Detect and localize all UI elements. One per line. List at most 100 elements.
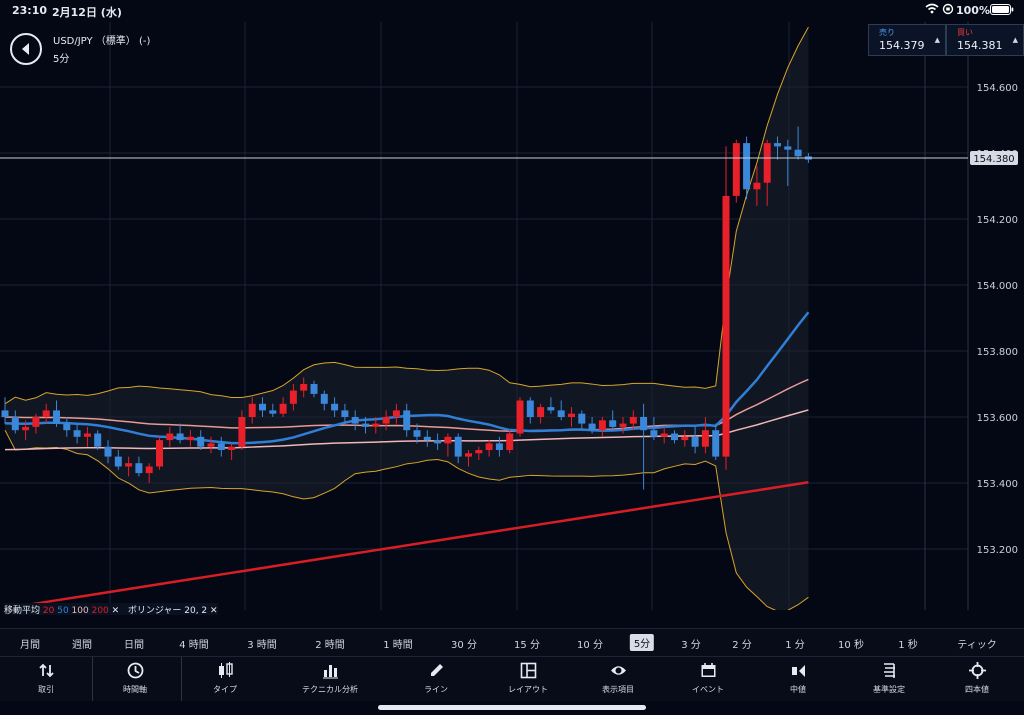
candle-body bbox=[238, 417, 246, 447]
timeframe-9[interactable]: 10 分 bbox=[577, 640, 603, 651]
back-arrow-icon bbox=[22, 43, 29, 55]
candle-body bbox=[94, 433, 102, 447]
candle-body bbox=[341, 410, 349, 417]
toolbar-label: 基準設定 bbox=[873, 685, 905, 694]
timeframe-12[interactable]: 2 分 bbox=[732, 640, 752, 651]
toolbar-label: 時間軸 bbox=[123, 685, 147, 694]
timeframe-7[interactable]: 30 分 bbox=[451, 640, 477, 651]
timeframe-8[interactable]: 15 分 bbox=[514, 640, 540, 651]
candle-body bbox=[784, 146, 792, 150]
candle-body bbox=[619, 423, 627, 427]
price-chart[interactable]: 154.600154.400154.200154.000153.800153.6… bbox=[0, 20, 1024, 610]
toolbar-item-8[interactable]: 中値 bbox=[758, 657, 838, 701]
timeframe-14[interactable]: 10 秒 bbox=[838, 640, 864, 651]
candle-body bbox=[228, 446, 236, 450]
toolbar-label: 中値 bbox=[790, 685, 806, 694]
clock-icon bbox=[95, 662, 175, 684]
candle-body bbox=[83, 433, 91, 437]
timeframe-15[interactable]: 1 秒 bbox=[898, 640, 918, 651]
candle-body bbox=[743, 143, 751, 190]
instrument-mode: （標準） bbox=[95, 36, 136, 47]
timeframe-2[interactable]: 日間 bbox=[124, 640, 144, 651]
timeframe-11[interactable]: 3 分 bbox=[681, 640, 701, 651]
candle-body bbox=[320, 393, 328, 404]
candle-body bbox=[609, 420, 617, 427]
toolbar-item-1[interactable]: 時間軸 bbox=[95, 657, 175, 701]
candle-body bbox=[403, 410, 411, 431]
candle-body bbox=[197, 436, 205, 447]
toolbar-item-3[interactable]: テクニカル分析 bbox=[290, 657, 370, 701]
candle-body bbox=[42, 410, 50, 417]
timeframe-1[interactable]: 週間 bbox=[72, 640, 92, 651]
battery-percent: 100% bbox=[956, 4, 990, 17]
price-tick-label: 154.600 bbox=[977, 83, 1018, 94]
candle-body bbox=[207, 443, 215, 447]
remove-bb-icon[interactable]: ✕ bbox=[210, 606, 218, 616]
toolbar-item-9[interactable]: 基準設定 bbox=[849, 657, 929, 701]
timeframe-3[interactable]: 4 時間 bbox=[179, 640, 209, 651]
timeframe-0[interactable]: 月間 bbox=[20, 640, 40, 651]
candle-body bbox=[53, 410, 60, 424]
back-button[interactable] bbox=[10, 33, 42, 65]
toolbar-item-7[interactable]: イベント bbox=[668, 657, 748, 701]
candle-body bbox=[310, 384, 318, 394]
instrument-flag: (-) bbox=[138, 36, 151, 47]
candle-body bbox=[217, 443, 225, 450]
remove-ma-icon[interactable]: ✕ bbox=[111, 606, 120, 616]
candle-body bbox=[794, 149, 802, 157]
candle-body bbox=[382, 417, 390, 424]
sell-price: 154.379 bbox=[879, 39, 925, 52]
price-tick-label: 153.200 bbox=[977, 545, 1018, 556]
toolbar-label: 四本値 bbox=[965, 685, 989, 694]
toolbar-item-0[interactable]: 取引 bbox=[6, 657, 86, 701]
candle-body bbox=[465, 453, 472, 457]
candle-body bbox=[186, 436, 194, 441]
toolbar-item-5[interactable]: レイアウト bbox=[488, 657, 568, 701]
timeframe-10[interactable]: 5分 bbox=[629, 634, 655, 651]
candle-body bbox=[495, 443, 503, 450]
buy-quote-button[interactable]: 買い 154.381 ▲ bbox=[946, 24, 1024, 56]
candle-body bbox=[691, 436, 699, 447]
candle-body bbox=[547, 407, 555, 411]
ma-period-20: 20 bbox=[42, 606, 55, 616]
timeframe-6[interactable]: 1 時間 bbox=[383, 640, 413, 651]
price-tick-label: 154.000 bbox=[977, 281, 1018, 292]
toolbar-label: ライン bbox=[424, 685, 448, 694]
current-price-tag bbox=[970, 151, 1018, 165]
candle-body bbox=[423, 436, 431, 441]
toolbar-item-4[interactable]: ライン bbox=[396, 657, 476, 701]
candle-body bbox=[73, 430, 81, 437]
candle-body bbox=[557, 410, 565, 417]
timeframe-13[interactable]: 1 分 bbox=[785, 640, 805, 651]
candle-body bbox=[774, 143, 781, 147]
candle-body bbox=[681, 436, 689, 441]
timeframe-16[interactable]: ティック bbox=[957, 640, 997, 651]
status-bar: 23:10 2月12日 (水) 100% bbox=[0, 0, 1024, 20]
candle-icon bbox=[185, 662, 265, 684]
candle-body bbox=[392, 410, 400, 417]
sell-quote-button[interactable]: 売り 154.379 ▲ bbox=[868, 24, 946, 56]
instrument-symbol: USD/JPY bbox=[53, 36, 93, 47]
bollinger-lower bbox=[4, 429, 809, 610]
battery-icon bbox=[990, 4, 1014, 18]
candle-body bbox=[526, 400, 534, 417]
triangle-up-icon: ▲ bbox=[1012, 36, 1018, 44]
bb-label: ボリンジャー bbox=[127, 606, 182, 616]
candle-body bbox=[32, 417, 40, 427]
candle-body bbox=[259, 403, 266, 411]
candle-body bbox=[568, 413, 575, 417]
candle-body bbox=[434, 440, 442, 444]
candle-body bbox=[289, 390, 297, 404]
toolbar-item-2[interactable]: タイプ bbox=[185, 657, 265, 701]
toolbar-item-6[interactable]: 表示項目 bbox=[578, 657, 658, 701]
candle-body bbox=[701, 430, 709, 447]
toolbar-active-highlight bbox=[92, 657, 182, 701]
wifi-icon bbox=[925, 3, 939, 17]
timeframe-4[interactable]: 3 時間 bbox=[247, 640, 277, 651]
candle-body bbox=[537, 407, 545, 417]
mid-price-icon bbox=[758, 662, 838, 684]
timeframe-bar: 月間 週間 日間 4 時間 3 時間 2 時間 1 時間 30 分 15 分 10 分 5分 3 分 2… bbox=[0, 628, 1024, 657]
timeframe-5[interactable]: 2 時間 bbox=[315, 640, 345, 651]
toolbar-item-10[interactable]: 四本値 bbox=[937, 657, 1017, 701]
price-tick-label: 153.800 bbox=[977, 347, 1018, 358]
